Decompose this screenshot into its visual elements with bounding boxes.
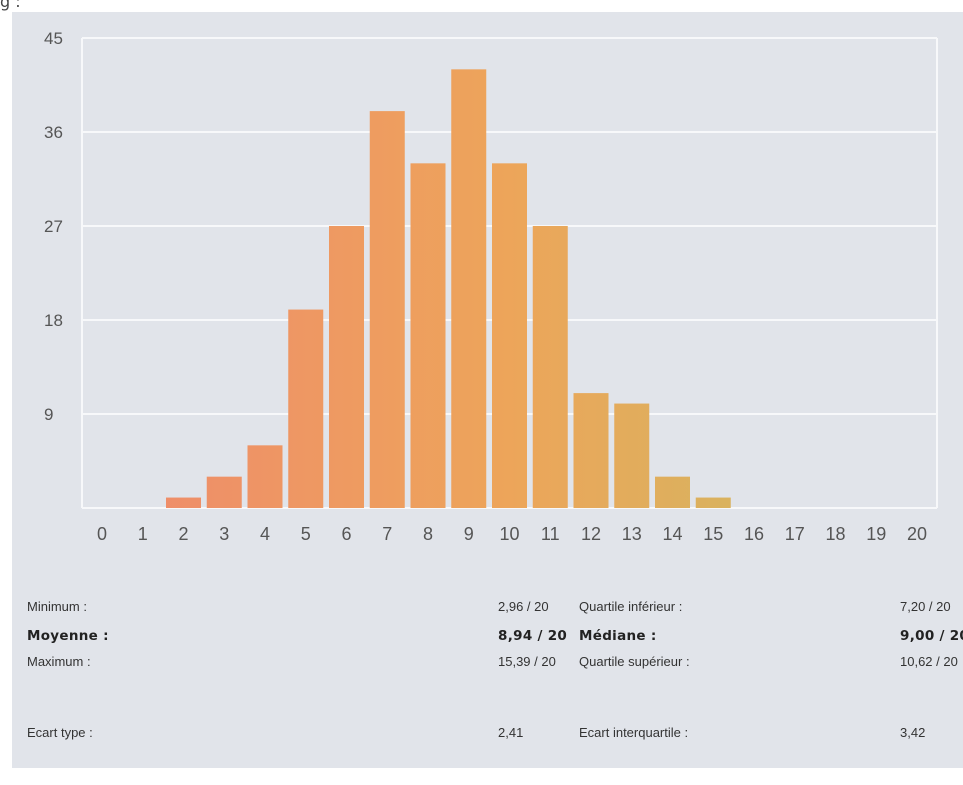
x-tick-label: 11 xyxy=(541,524,560,544)
y-tick-label: 18 xyxy=(44,311,63,330)
x-axis-ticks: 0 1 2 3 4 5 6 7 8 9 10 11 12 13 14 15 16 17 18 19 20 xyxy=(97,524,927,544)
x-tick-label: 20 xyxy=(907,524,927,544)
x-tick-label: 13 xyxy=(622,524,642,544)
cropped-heading-text: g : xyxy=(0,0,21,11)
y-tick-label: 9 xyxy=(44,405,53,424)
quartile-inferieur-value: 7,20 / 20 xyxy=(900,599,951,614)
bar-10 xyxy=(492,163,527,509)
x-tick-label: 19 xyxy=(866,524,886,544)
mediane-value: 9,00 / 20 xyxy=(900,628,963,644)
moyenne-label: Moyenne : xyxy=(27,628,109,644)
x-tick-label: 9 xyxy=(464,524,474,544)
x-tick-label: 1 xyxy=(138,524,148,544)
bar-7 xyxy=(369,111,405,508)
minimum-value: 2,96 / 20 xyxy=(498,599,549,614)
bar-9 xyxy=(451,69,487,509)
x-tick-label: 18 xyxy=(825,524,845,544)
x-tick-label: 3 xyxy=(219,524,229,544)
y-tick-label: 27 xyxy=(44,217,63,236)
x-tick-label: 8 xyxy=(423,524,433,544)
quartile-superieur-value: 10,62 / 20 xyxy=(900,654,958,669)
x-tick-label: 4 xyxy=(260,524,270,544)
bar-13 xyxy=(614,403,650,508)
ecart-type-value: 2,41 xyxy=(498,725,524,740)
x-tick-label: 12 xyxy=(581,524,601,544)
y-axis-ticks: 45 36 27 18 9 xyxy=(44,29,63,424)
bars xyxy=(166,69,731,509)
bar-11 xyxy=(532,226,568,508)
x-tick-label: 17 xyxy=(785,524,805,544)
y-tick-label: 45 xyxy=(44,29,63,48)
minimum-label: Minimum : xyxy=(27,599,87,614)
quartile-inferieur-label: Quartile inférieur : xyxy=(579,599,683,614)
x-tick-label: 16 xyxy=(744,524,764,544)
bar-14 xyxy=(655,476,690,508)
bar-12 xyxy=(573,393,609,508)
maximum-label: Maximum : xyxy=(27,654,91,669)
y-tick-label: 36 xyxy=(44,123,63,142)
ecart-type-label: Ecart type : xyxy=(27,725,93,740)
x-tick-label: 0 xyxy=(97,524,107,544)
moyenne-value: 8,94 / 20 xyxy=(498,628,568,644)
x-tick-label: 5 xyxy=(301,524,311,544)
x-tick-label: 14 xyxy=(662,524,682,544)
maximum-value: 15,39 / 20 xyxy=(498,654,556,669)
quartile-superieur-label: Quartile supérieur : xyxy=(579,654,690,669)
distribution-panel: 45 36 27 18 9 0 1 2 3 4 5 6 7 8 9 10 11 12 13 14 15 16 17 18 19… xyxy=(12,12,963,768)
x-tick-label: 2 xyxy=(178,524,188,544)
bar-3 xyxy=(206,476,242,508)
x-tick-label: 6 xyxy=(341,524,351,544)
x-tick-label: 10 xyxy=(499,524,519,544)
x-tick-label: 15 xyxy=(703,524,723,544)
mediane-label: Médiane : xyxy=(579,628,657,644)
bar-4 xyxy=(247,445,283,508)
ecart-interquartile-label: Ecart interquartile : xyxy=(579,725,689,740)
bar-8 xyxy=(410,163,446,509)
bar-15 xyxy=(695,497,731,508)
bar-5 xyxy=(288,309,324,508)
bar-6 xyxy=(329,226,364,508)
ecart-interquartile-value: 3,42 xyxy=(900,725,926,740)
x-tick-label: 7 xyxy=(382,524,392,544)
bar-2 xyxy=(166,497,201,508)
cropped-heading: g : xyxy=(0,0,963,12)
